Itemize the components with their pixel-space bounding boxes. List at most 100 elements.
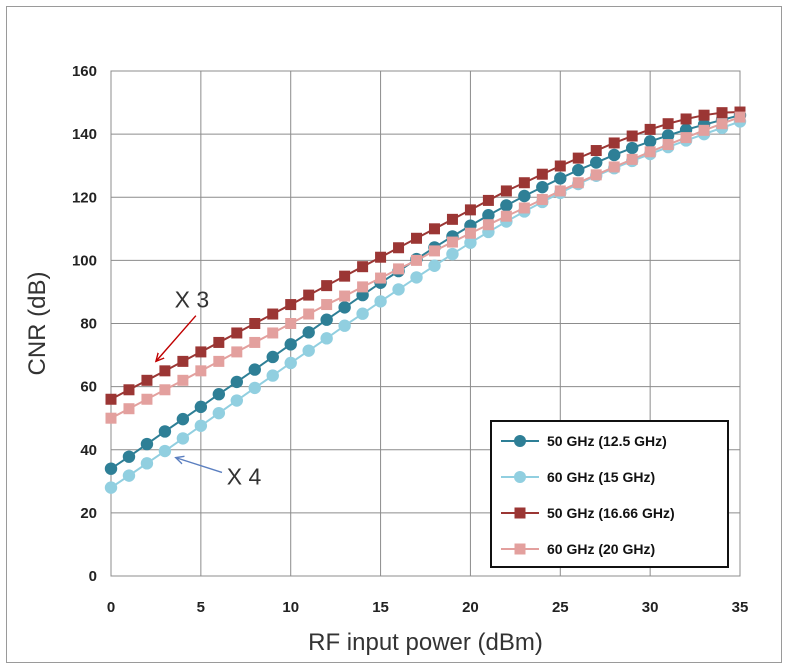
data-point [680,132,692,144]
legend-label: 50 GHz (12.5 GHz) [547,433,667,449]
data-point [518,189,531,203]
series-layer [104,106,747,494]
data-point [554,172,567,185]
data-point [158,425,172,438]
data-point [356,307,369,320]
annotation-arrow [156,315,197,362]
data-point [194,419,208,432]
data-point [518,177,530,189]
data-point [357,261,369,273]
data-point [177,355,189,367]
legend-label: 50 GHz (16.66 GHz) [547,505,675,521]
data-point [500,199,513,212]
data-point [572,177,584,189]
annotation-arrow [176,458,223,474]
series-2 [105,106,746,405]
data-point [320,313,333,326]
data-point [464,204,476,216]
y-tick-label: 20 [80,505,97,522]
data-point [338,301,351,314]
data-point [249,336,261,348]
x-tick-label: 15 [372,599,389,616]
data-point [339,290,351,302]
data-point [644,146,656,158]
y-tick-label: 0 [89,568,97,585]
data-point [321,299,333,311]
data-point [357,281,369,293]
data-point [284,338,297,351]
data-point [195,365,207,377]
data-point [302,344,315,357]
data-point [518,202,530,214]
data-point [446,247,459,261]
data-point [141,393,153,405]
data-point [123,403,135,415]
data-point [554,160,566,172]
data-point [104,462,118,475]
data-point [321,280,333,292]
data-point [482,209,495,222]
grid [110,70,741,577]
data-point [375,272,387,284]
data-point [141,374,153,386]
data-point [159,384,171,396]
data-point [212,388,226,401]
data-point [536,193,548,205]
data-point [177,374,189,386]
data-point [158,444,172,458]
data-point [105,393,117,405]
data-point [285,299,297,311]
x-tick-label: 5 [197,599,205,616]
tick-labels: 0 20 40 60 80 100 120 140 160 0 5 10 15 20 25 30 35 [72,63,748,616]
data-point [303,289,315,301]
x-tick-label: 30 [642,599,659,616]
data-point [572,152,584,164]
data-point [411,232,423,244]
data-point [392,283,405,296]
data-point [303,308,315,320]
data-point [176,412,190,426]
x-tick-label: 10 [282,599,299,616]
y-tick-label: 140 [72,126,97,143]
data-point [194,400,208,414]
data-point [176,432,190,445]
data-point [536,168,548,180]
data-point [212,406,226,420]
data-point [213,336,225,348]
data-point [446,213,458,225]
y-tick-label: 60 [80,379,97,396]
data-point [662,139,674,151]
data-point [590,145,602,157]
data-point [140,457,154,470]
data-point [572,163,585,177]
data-point [680,113,692,125]
data-point [230,375,243,389]
legend-label: 60 GHz (20 GHz) [547,541,655,557]
data-point [122,450,136,463]
data-point [464,227,476,239]
data-point [644,123,656,135]
legend-marker [514,507,526,519]
data-point [284,356,297,370]
data-point [374,295,387,308]
legend: 50 GHz (12.5 GHz) 60 GHz (15 GHz) 50 GHz (… [490,420,729,568]
data-point [195,346,207,358]
data-point [266,350,279,364]
data-point [267,327,279,339]
data-point [643,135,657,148]
data-point [662,118,674,130]
data-point [626,130,638,142]
data-point [230,394,243,407]
data-point [393,242,405,254]
data-point [698,109,710,121]
legend-marker [514,471,526,483]
y-tick-label: 40 [80,442,97,459]
data-point [608,137,620,149]
legend-label: 60 GHz (15 GHz) [547,469,655,485]
data-point [140,437,154,451]
data-point [698,124,710,136]
data-point [626,153,638,165]
y-tick-label: 160 [72,63,97,80]
series-3 [105,111,746,424]
